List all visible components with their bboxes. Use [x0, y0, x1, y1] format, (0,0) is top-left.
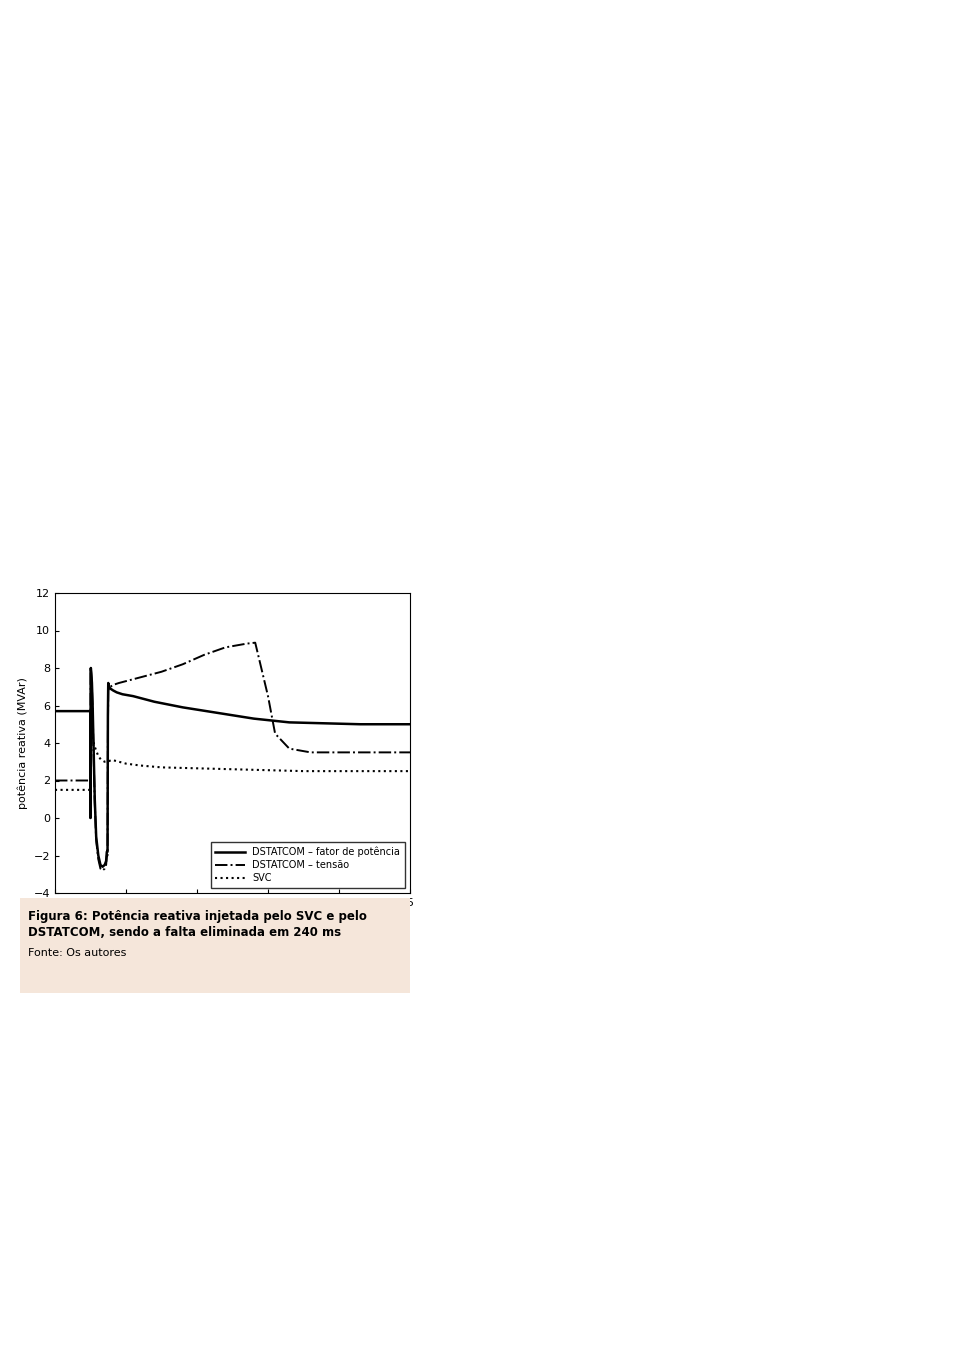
Legend: DSTATCOM – fator de potência, DSTATCOM – tensão, SVC: DSTATCOM – fator de potência, DSTATCOM –… [210, 842, 405, 889]
DSTATCOM – fator de potência [74, 704, 85, 720]
DSTATCOM – fator de potência [177, 700, 188, 716]
DSTATCOM – fator de potência [80, 704, 91, 720]
DSTATCOM – tensão [54, 772, 65, 788]
SVC [74, 781, 85, 798]
DSTATCOM – fator de potência [97, 859, 108, 875]
Y-axis label: potência reativa (MVAr): potência reativa (MVAr) [17, 676, 28, 808]
DSTATCOM – tensão [101, 856, 112, 872]
X-axis label: tempo (s): tempo (s) [199, 913, 267, 927]
DSTATCOM – fator de potência [78, 704, 89, 720]
DSTATCOM – tensão [89, 795, 101, 811]
Text: Figura 6: Potência reativa injetada pelo SVC e pelo: Figura 6: Potência reativa injetada pelo… [28, 911, 367, 923]
DSTATCOM – fator de potência [85, 660, 97, 676]
SVC [49, 781, 60, 798]
DSTATCOM – tensão [84, 772, 96, 788]
DSTATCOM – tensão [250, 634, 261, 651]
Text: DSTATCOM, sendo a falta eliminada em 240 ms: DSTATCOM, sendo a falta eliminada em 240… [28, 925, 341, 939]
SVC [51, 781, 62, 798]
DSTATCOM – tensão [77, 772, 88, 788]
Line: DSTATCOM – tensão: DSTATCOM – tensão [55, 642, 410, 871]
DSTATCOM – fator de potência [57, 704, 68, 720]
DSTATCOM – tensão [404, 744, 416, 761]
SVC [88, 735, 100, 751]
DSTATCOM – fator de potência [404, 716, 416, 732]
DSTATCOM – fator de potência [65, 704, 77, 720]
SVC [404, 764, 416, 780]
DSTATCOM – tensão [49, 772, 60, 788]
SVC [52, 781, 63, 798]
Text: Fonte: Os autores: Fonte: Os autores [28, 949, 127, 958]
DSTATCOM – fator de potência [49, 704, 60, 720]
Line: DSTATCOM – fator de potência: DSTATCOM – fator de potência [55, 668, 410, 867]
SVC [102, 754, 113, 770]
DSTATCOM – tensão [97, 863, 108, 879]
DSTATCOM – tensão [64, 772, 76, 788]
SVC [55, 781, 66, 798]
Line: SVC: SVC [55, 715, 410, 789]
SVC [85, 706, 97, 723]
